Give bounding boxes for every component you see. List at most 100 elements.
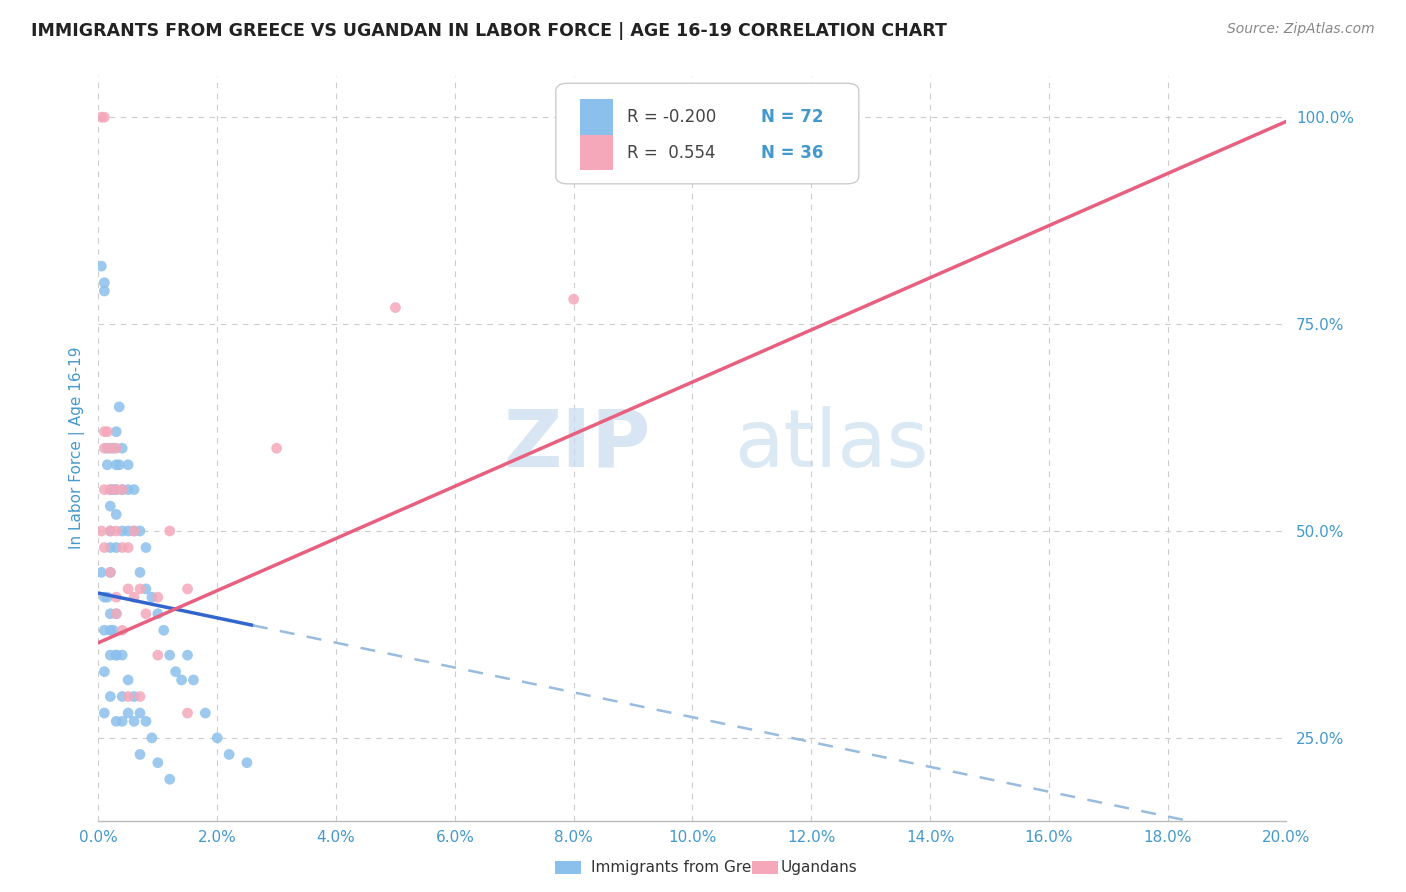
Point <box>129 706 152 720</box>
Point <box>165 665 187 679</box>
Point <box>117 483 139 497</box>
Point <box>93 441 115 455</box>
Point <box>129 524 152 538</box>
Point <box>176 648 198 662</box>
Point <box>105 458 128 472</box>
Point <box>117 582 139 596</box>
Point <box>105 483 128 497</box>
Point <box>111 690 134 704</box>
Point <box>111 441 134 455</box>
Point <box>105 607 128 621</box>
Point <box>117 673 139 687</box>
Point <box>194 706 217 720</box>
Point <box>105 541 128 555</box>
Text: Ugandans: Ugandans <box>780 860 858 874</box>
Point <box>98 441 121 455</box>
Point <box>111 624 134 638</box>
Point <box>141 591 163 605</box>
Y-axis label: In Labor Force | Age 16-19: In Labor Force | Age 16-19 <box>69 347 84 549</box>
Point <box>146 591 169 605</box>
Point <box>141 731 163 745</box>
Text: ZIP: ZIP <box>503 406 651 483</box>
Point <box>93 425 115 439</box>
Point <box>122 690 145 704</box>
Point <box>122 483 145 497</box>
Point <box>103 624 125 638</box>
Point <box>103 483 125 497</box>
Point <box>129 690 152 704</box>
Point <box>135 607 157 621</box>
Point <box>111 714 134 729</box>
Point <box>98 648 121 662</box>
Point <box>159 524 181 538</box>
Point <box>159 648 181 662</box>
Point <box>117 690 139 704</box>
Point <box>90 259 112 273</box>
Point <box>176 706 198 720</box>
Point <box>98 607 121 621</box>
Point <box>122 524 145 538</box>
Point <box>111 524 134 538</box>
Text: R = -0.200: R = -0.200 <box>627 108 717 126</box>
Point <box>117 541 139 555</box>
Point <box>105 648 128 662</box>
FancyBboxPatch shape <box>579 99 613 135</box>
Text: N = 72: N = 72 <box>762 108 824 126</box>
Point <box>105 714 128 729</box>
Point <box>90 566 112 580</box>
Point <box>170 673 193 687</box>
Point <box>105 508 128 522</box>
Point <box>105 441 128 455</box>
Point <box>135 582 157 596</box>
Point <box>93 110 115 124</box>
Point <box>98 624 121 638</box>
Point <box>96 441 118 455</box>
Point <box>105 591 128 605</box>
Point <box>146 648 169 662</box>
FancyBboxPatch shape <box>555 83 859 184</box>
Point <box>384 301 406 315</box>
Point <box>122 524 145 538</box>
FancyBboxPatch shape <box>579 135 613 170</box>
Point <box>266 441 288 455</box>
Point <box>93 541 115 555</box>
Point <box>218 747 240 762</box>
Point <box>98 541 121 555</box>
Point <box>129 582 152 596</box>
Point <box>98 566 121 580</box>
Point <box>236 756 259 770</box>
Point <box>96 458 118 472</box>
Point <box>122 591 145 605</box>
Point <box>117 458 139 472</box>
Point <box>176 582 198 596</box>
Point <box>93 624 115 638</box>
Point <box>93 284 115 298</box>
Point <box>98 690 121 704</box>
Point <box>111 648 134 662</box>
Point <box>111 483 134 497</box>
Point <box>105 648 128 662</box>
Point <box>146 756 169 770</box>
Text: atlas: atlas <box>734 406 928 483</box>
Point <box>105 607 128 621</box>
Point <box>562 292 585 306</box>
Point <box>90 110 112 124</box>
Point <box>105 425 128 439</box>
Point <box>105 483 128 497</box>
Point <box>93 706 115 720</box>
Point <box>93 483 115 497</box>
Point <box>111 541 134 555</box>
Point <box>111 483 134 497</box>
Text: N = 36: N = 36 <box>762 144 824 161</box>
Text: IMMIGRANTS FROM GREECE VS UGANDAN IN LABOR FORCE | AGE 16-19 CORRELATION CHART: IMMIGRANTS FROM GREECE VS UGANDAN IN LAB… <box>31 22 946 40</box>
Point <box>152 624 174 638</box>
Point <box>135 541 157 555</box>
Point <box>117 706 139 720</box>
Point <box>98 524 121 538</box>
Point <box>205 731 228 745</box>
Point <box>96 591 118 605</box>
Point <box>129 566 152 580</box>
Point <box>93 665 115 679</box>
Point <box>135 714 157 729</box>
Point <box>117 524 139 538</box>
